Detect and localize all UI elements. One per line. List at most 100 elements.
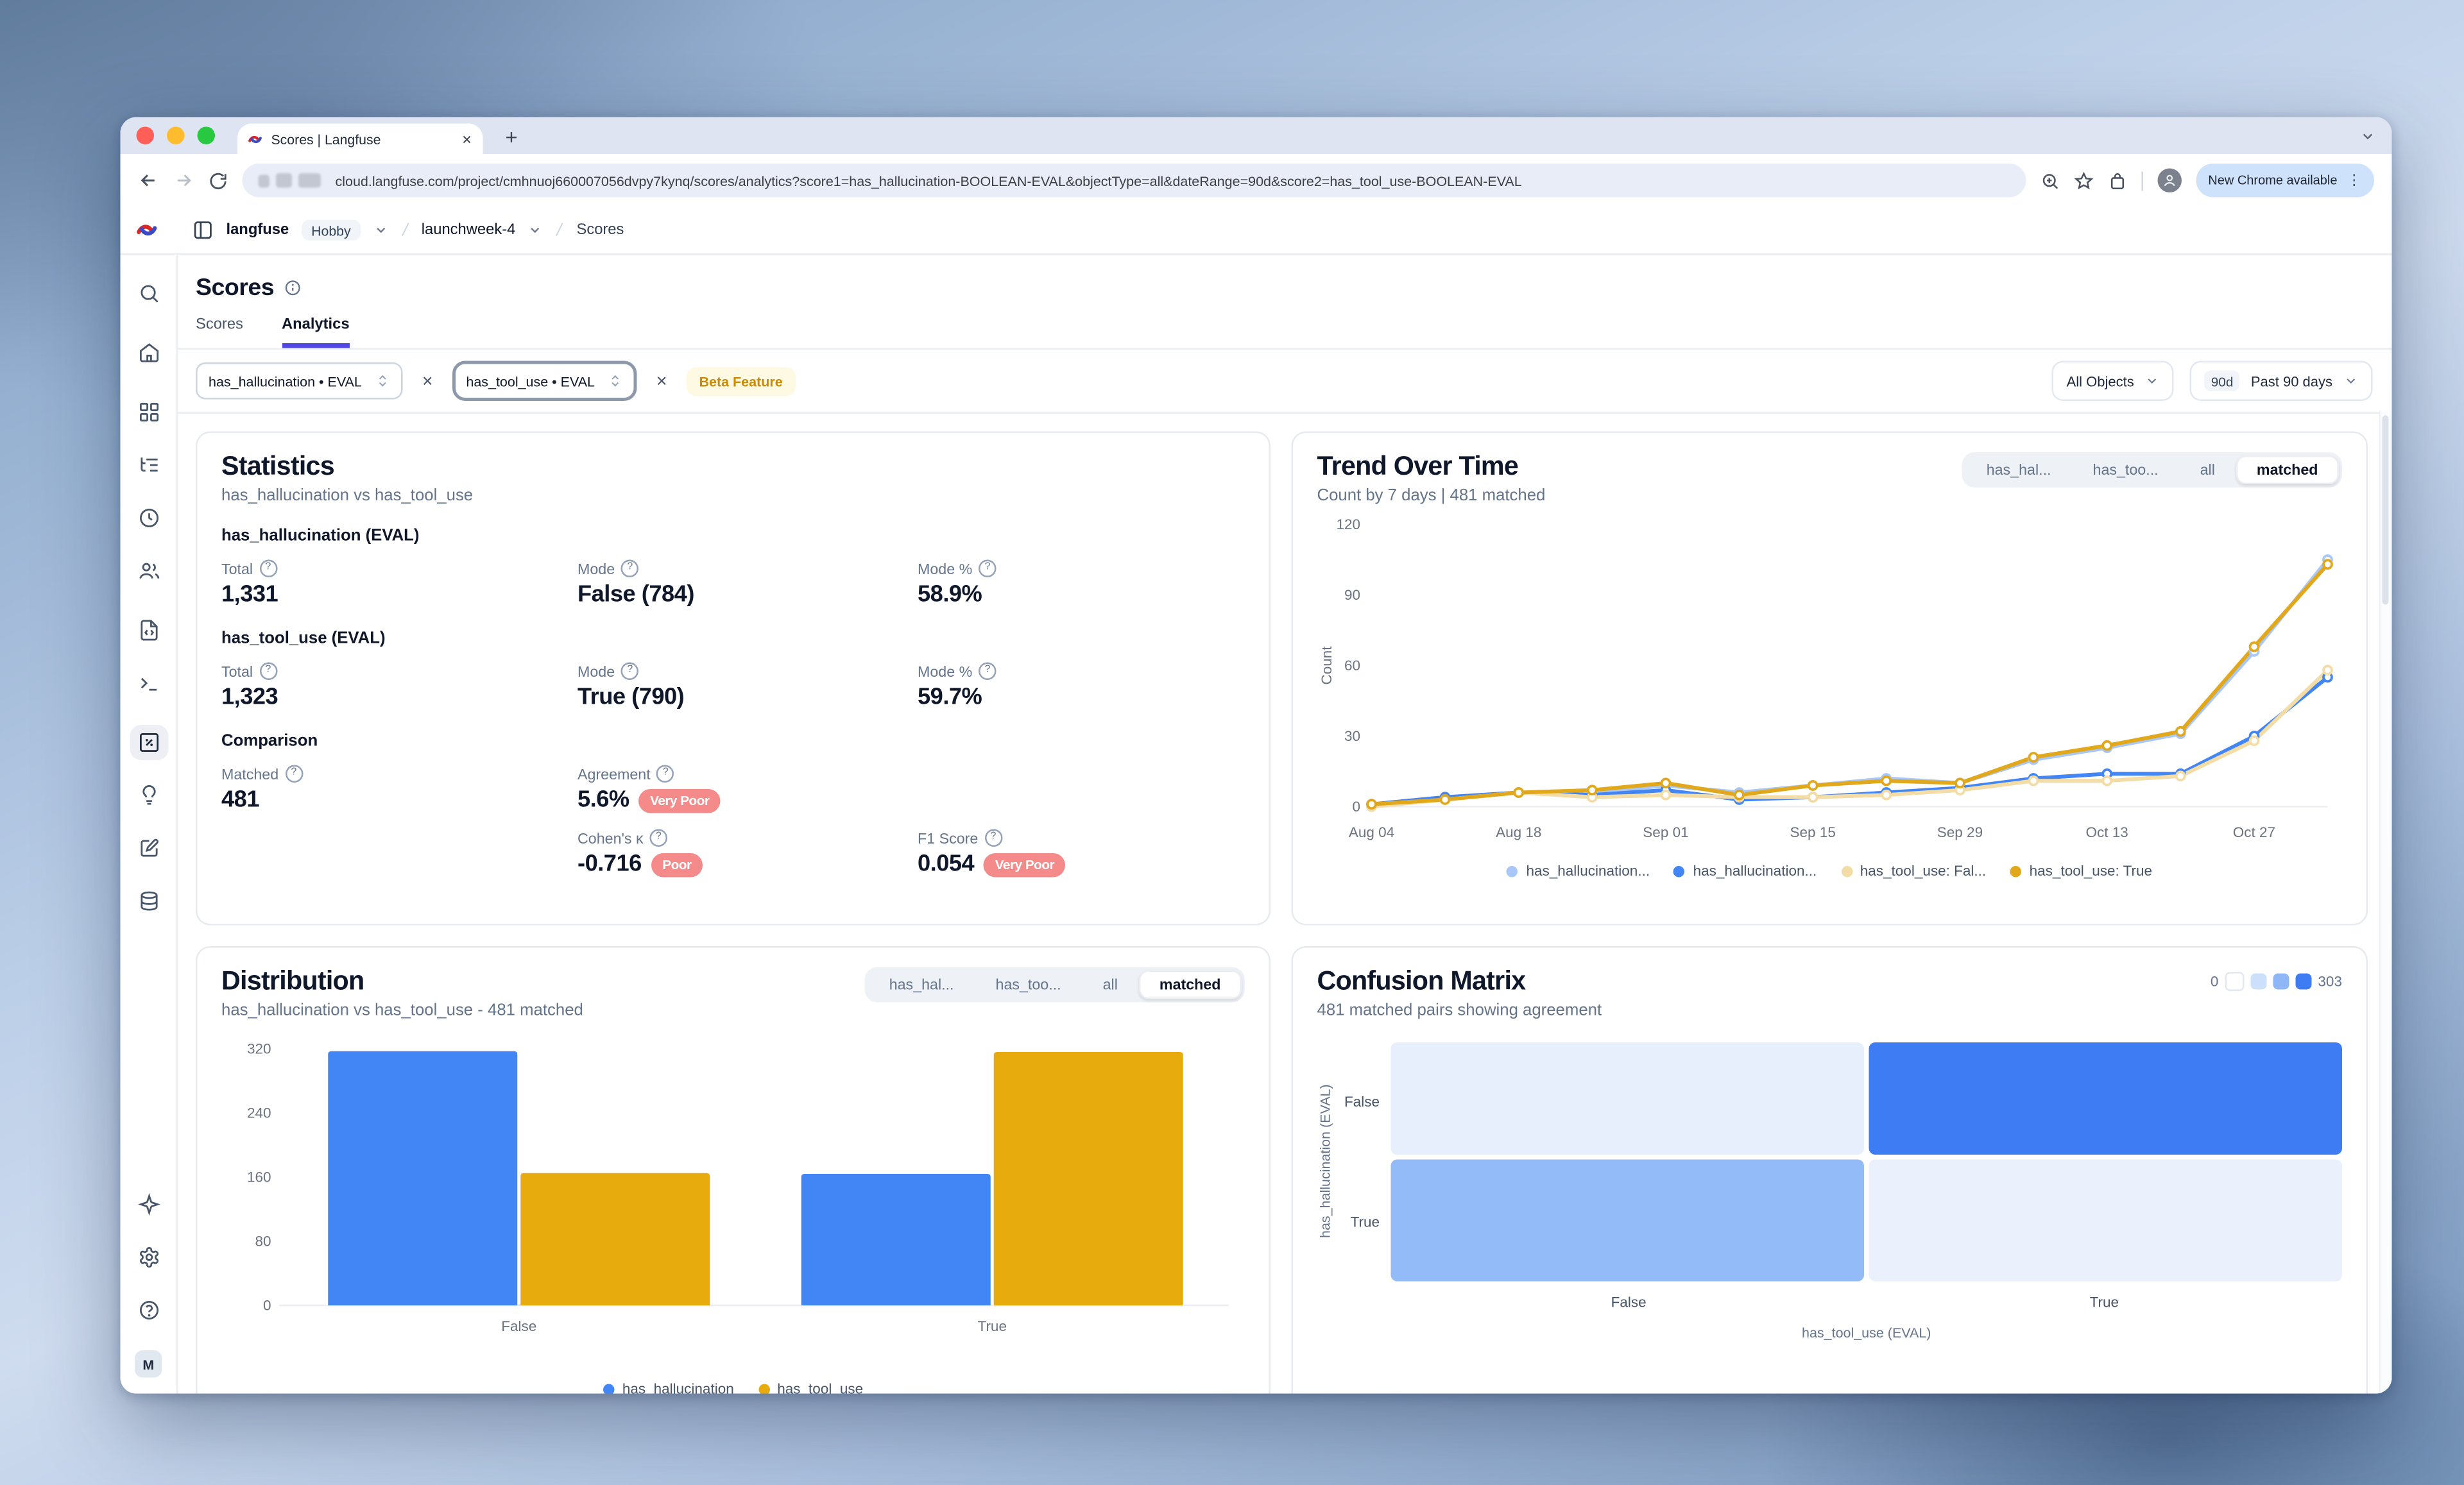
browser-profile-avatar[interactable] [2157, 168, 2181, 192]
info-icon[interactable] [284, 279, 302, 297]
matrix-cell-false-false[interactable] [1390, 1042, 1864, 1155]
org-chevron-icon[interactable] [373, 223, 388, 238]
legend-dot [1673, 865, 1686, 877]
kebab-menu-icon[interactable]: ⋮ [2347, 171, 2362, 188]
toolbar-actions: New Chrome available ⋮ [2040, 164, 2374, 198]
help-circle-icon[interactable] [285, 765, 303, 783]
toggle-has-hallucination[interactable]: has_hal... [889, 976, 954, 993]
sidebar-item-dashboards[interactable] [129, 395, 167, 430]
matrix-cell-true-false[interactable] [1390, 1159, 1864, 1282]
toggle-all[interactable]: all [2200, 462, 2215, 478]
sidebar-item-settings[interactable] [129, 1240, 167, 1275]
minimize-window-button[interactable] [167, 126, 185, 144]
zoom-search-icon[interactable] [2040, 171, 2059, 190]
chrome-update-label: New Chrome available [2208, 173, 2338, 188]
toggle-has-hallucination[interactable]: has_hal... [1986, 462, 2051, 478]
bookmark-star-icon[interactable] [2073, 171, 2093, 190]
sidebar-toggle-icon[interactable] [193, 220, 214, 241]
remove-score1-icon[interactable] [416, 371, 438, 392]
date-range-badge: 90d [2204, 370, 2240, 391]
col-label: True [2089, 1294, 2119, 1311]
sidebar-item-sessions[interactable] [129, 500, 167, 536]
project-chevron-icon[interactable] [528, 223, 543, 238]
extensions-icon[interactable] [2107, 171, 2126, 190]
app-header: langfuse Hobby / launchweek-4 / Scores [120, 207, 2392, 255]
quality-badge: Poor [651, 852, 703, 877]
metric-label: Mode % [918, 560, 973, 577]
chrome-update-pill[interactable]: New Chrome available ⋮ [2195, 164, 2374, 198]
tab-search-chevron-icon[interactable] [2360, 128, 2376, 144]
app-sidebar: M [121, 255, 178, 1394]
sidebar-item-playground[interactable] [129, 666, 167, 701]
date-range-select[interactable]: 90d Past 90 days [2190, 361, 2373, 401]
svg-text:120: 120 [1336, 516, 1360, 532]
main-content: Scores Scores Analytics has_hallucinatio… [178, 255, 2392, 1394]
reload-icon[interactable] [209, 171, 228, 190]
sidebar-item-help[interactable] [129, 1293, 167, 1328]
sidebar-item-users[interactable] [129, 554, 167, 589]
url-bar[interactable]: cloud.langfuse.com/project/cmhnuoj660007… [242, 164, 2026, 198]
browser-toolbar: cloud.langfuse.com/project/cmhnuoj660007… [120, 154, 2392, 207]
help-circle-icon[interactable] [259, 662, 277, 680]
remove-score2-icon[interactable] [651, 371, 672, 392]
redacted-blob [276, 173, 292, 188]
forward-icon[interactable] [173, 170, 194, 191]
breadcrumb-divider: / [555, 220, 565, 240]
score2-select[interactable]: has_tool_use • EVAL [451, 361, 637, 401]
score1-select[interactable]: has_hallucination • EVAL [196, 362, 402, 400]
back-icon[interactable] [138, 170, 159, 191]
help-circle-icon[interactable] [979, 559, 997, 577]
sidebar-item-scores[interactable] [129, 725, 168, 760]
toggle-matched[interactable]: matched [2236, 455, 2339, 484]
sidebar-item-annotation[interactable] [129, 831, 167, 866]
sidebar-item-evaluation[interactable] [129, 778, 167, 813]
metric-value: 481 [221, 787, 259, 813]
sidebar-item-tracing[interactable] [129, 448, 167, 483]
scrollbar[interactable] [2379, 411, 2392, 1394]
sidebar-item-datasets[interactable] [129, 884, 167, 919]
user-avatar[interactable]: M [135, 1350, 162, 1378]
maximize-window-button[interactable] [197, 126, 215, 144]
langfuse-app: langfuse Hobby / launchweek-4 / Scores [120, 207, 2392, 1394]
svg-text:Sep 15: Sep 15 [1790, 824, 1836, 840]
tab-analytics[interactable]: Analytics [281, 316, 350, 348]
metric-kappa: Cohen's κ -0.716 Poor [578, 829, 918, 878]
help-circle-icon[interactable] [621, 559, 639, 577]
breadcrumb-project[interactable]: launchweek-4 [421, 221, 516, 239]
toggle-matched[interactable]: matched [1138, 970, 1242, 999]
matrix-cell-true-true[interactable] [1869, 1159, 2342, 1282]
help-circle-icon[interactable] [649, 829, 668, 847]
breadcrumb-section[interactable]: Scores [576, 221, 624, 239]
filter-bar: has_hallucination • EVAL has_tool_use • … [178, 350, 2392, 414]
help-circle-icon[interactable] [656, 765, 675, 783]
help-circle-icon[interactable] [259, 559, 277, 577]
confusion-x-axis-label: has_tool_use (EVAL) [1802, 1325, 1931, 1341]
object-type-select[interactable]: All Objects [2052, 361, 2175, 401]
sidebar-item-support[interactable] [129, 1187, 167, 1222]
help-circle-icon[interactable] [621, 662, 639, 680]
sidebar-item-home[interactable] [129, 335, 167, 371]
matrix-cell-false-true[interactable] [1869, 1042, 2342, 1155]
svg-text:Oct 27: Oct 27 [2233, 824, 2275, 840]
confusion-color-scale: 0 303 [2211, 972, 2342, 991]
breadcrumb-org[interactable]: langfuse [226, 221, 289, 239]
toggle-has-tool-use[interactable]: has_too... [995, 976, 1061, 993]
trend-legend: has_hallucination... has_hallucination..… [1317, 863, 2343, 879]
tab-scores[interactable]: Scores [196, 316, 243, 334]
metric-label: Mode [578, 663, 615, 679]
new-tab-button[interactable]: + [505, 125, 518, 149]
help-circle-icon[interactable] [984, 829, 1002, 847]
browser-tab[interactable]: Scores | Langfuse [237, 123, 483, 154]
close-window-button[interactable] [136, 126, 154, 144]
help-circle-icon[interactable] [979, 662, 997, 680]
scale-max: 303 [2318, 973, 2342, 990]
chevron-down-icon [2145, 374, 2160, 389]
quality-badge: Very Poor [638, 788, 721, 813]
toggle-all[interactable]: all [1102, 976, 1118, 993]
sidebar-item-prompts[interactable] [129, 613, 167, 648]
toggle-has-tool-use[interactable]: has_too... [2092, 462, 2159, 478]
scrollbar-thumb[interactable] [2382, 415, 2389, 605]
sidebar-item-search[interactable] [129, 276, 167, 311]
metric-value: 1,331 [221, 582, 278, 608]
close-tab-icon[interactable] [461, 132, 474, 145]
